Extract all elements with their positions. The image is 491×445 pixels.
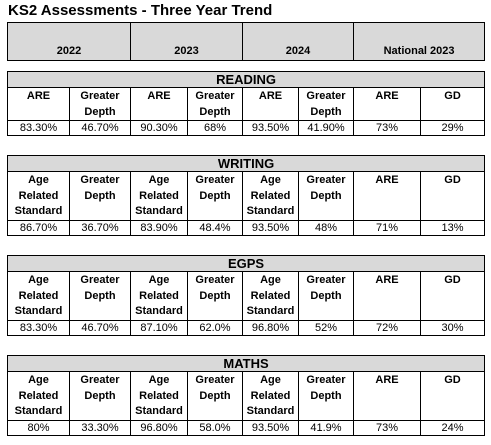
value-cell: 36.70% — [69, 219, 131, 236]
value-cell: 68% — [187, 120, 243, 136]
column-header: ARE — [353, 271, 421, 321]
value-cell: 62.0% — [187, 319, 243, 336]
section-table: MATHS Age Related Standard Greater Depth Ag… — [6, 355, 486, 436]
column-header: Greater Depth — [69, 271, 131, 321]
value-cell: 83.30% — [7, 319, 70, 336]
column-header: Age Related Standard — [242, 171, 299, 221]
column-header: Greater Depth — [187, 371, 243, 421]
value-cell: 41.9% — [298, 419, 354, 436]
column-header: GD — [419, 371, 486, 421]
value-cell: 33.30% — [69, 419, 131, 436]
column-header: GD — [419, 87, 486, 121]
column-header: ARE — [353, 171, 421, 221]
value-cell: 93.50% — [242, 219, 299, 236]
value-cell: 13% — [419, 219, 486, 236]
column-header: ARE — [353, 371, 421, 421]
section-header-row: Age Related Standard Greater Depth Age Rel… — [7, 371, 486, 421]
value-cell: 73% — [353, 419, 421, 436]
section-value-row: 83.30% 46.70% 87.10% 62.0% 96.80% 52% 72% 30% — [7, 319, 485, 336]
value-cell: 30% — [420, 319, 485, 336]
value-cell: 80% — [7, 419, 70, 436]
value-cell: 58.0% — [187, 419, 243, 436]
section-title-row: READING — [6, 71, 486, 88]
value-cell: 86.70% — [7, 219, 70, 236]
column-header: Greater Depth — [187, 271, 243, 321]
value-cell: 46.70% — [69, 319, 131, 336]
section-value-row: 86.70% 36.70% 83.90% 48.4% 93.50% 48% 71% 13% — [7, 219, 486, 236]
column-header: Greater Depth — [187, 171, 243, 221]
column-header: Age Related Standard — [130, 171, 188, 221]
section-header-row: Age Related Standard Greater Depth Age Rel… — [7, 171, 486, 221]
year-header-cell: 2023 — [130, 22, 244, 61]
section-title: MATHS — [6, 355, 486, 372]
value-cell: 48.4% — [187, 219, 243, 236]
column-header: Age Related Standard — [242, 271, 299, 321]
value-cell: 73% — [353, 120, 421, 136]
value-cell: 46.70% — [69, 120, 131, 136]
value-cell: 24% — [419, 419, 486, 436]
section-header-row: ARE Greater Depth ARE Greater Depth ARE Great… — [7, 87, 486, 121]
year-header-cell: 2024 — [242, 22, 355, 61]
column-header: Greater Depth — [298, 271, 354, 321]
column-header: Greater Depth — [69, 171, 131, 221]
column-header: ARE — [242, 87, 299, 121]
column-header: Greater Depth — [298, 87, 354, 121]
column-header: Age Related Standard — [130, 271, 188, 321]
column-header: ARE — [7, 87, 70, 121]
section-title-row: MATHS — [6, 355, 486, 372]
value-cell: 93.50% — [242, 419, 299, 436]
value-cell: 90.30% — [130, 120, 188, 136]
column-header: GD — [419, 171, 486, 221]
section-table: EGPS Age Related Standard Greater Depth Age… — [7, 255, 485, 336]
section-title: EGPS — [7, 255, 485, 272]
section-value-row: 83.30% 46.70% 90.30% 68% 93.50% 41.90% 73% 29% — [7, 120, 486, 136]
value-cell: 83.90% — [130, 219, 188, 236]
value-cell: 41.90% — [298, 120, 354, 136]
column-header: Greater Depth — [69, 371, 131, 421]
value-cell: 87.10% — [130, 319, 188, 336]
section-value-row: 80% 33.30% 96.80% 58.0% 93.50% 41.9% 73% 24% — [7, 419, 486, 436]
page-title: KS2 Assessments - Three Year Trend — [8, 2, 273, 19]
value-cell: 96.80% — [242, 319, 299, 336]
section-table: WRITING Age Related Standard Greater Depth… — [6, 155, 486, 236]
value-cell: 71% — [353, 219, 421, 236]
section-title: READING — [6, 71, 486, 88]
column-header: Age Related Standard — [242, 371, 299, 421]
value-cell: 52% — [298, 319, 354, 336]
column-header: Age Related Standard — [7, 171, 70, 221]
column-header: ARE — [130, 87, 188, 121]
value-cell: 29% — [419, 120, 486, 136]
year-header-table: 2022 2023 2024 National 2023 — [6, 22, 486, 61]
year-header-row: 2022 2023 2024 National 2023 — [6, 22, 486, 61]
column-header: Greater Depth — [298, 171, 354, 221]
section-header-row: Age Related Standard Greater Depth Age Rel… — [7, 271, 485, 321]
value-cell: 48% — [298, 219, 354, 236]
column-header: Age Related Standard — [130, 371, 188, 421]
section-table: READING ARE Greater Depth ARE Greater Depth A… — [6, 71, 486, 136]
year-header-cell: 2022 — [6, 22, 132, 61]
value-cell: 93.50% — [242, 120, 299, 136]
value-cell: 96.80% — [130, 419, 188, 436]
section-title-row: WRITING — [6, 155, 486, 172]
column-header: Greater Depth — [298, 371, 354, 421]
section-title-row: EGPS — [7, 255, 485, 272]
column-header: Greater Depth — [187, 87, 243, 121]
year-header-cell: National 2023 — [353, 22, 486, 61]
column-header: GD — [420, 271, 485, 321]
column-header: Greater Depth — [69, 87, 131, 121]
column-header: Age Related Standard — [7, 371, 70, 421]
column-header: Age Related Standard — [7, 271, 70, 321]
value-cell: 72% — [353, 319, 421, 336]
value-cell: 83.30% — [7, 120, 70, 136]
section-title: WRITING — [6, 155, 486, 172]
column-header: ARE — [353, 87, 421, 121]
